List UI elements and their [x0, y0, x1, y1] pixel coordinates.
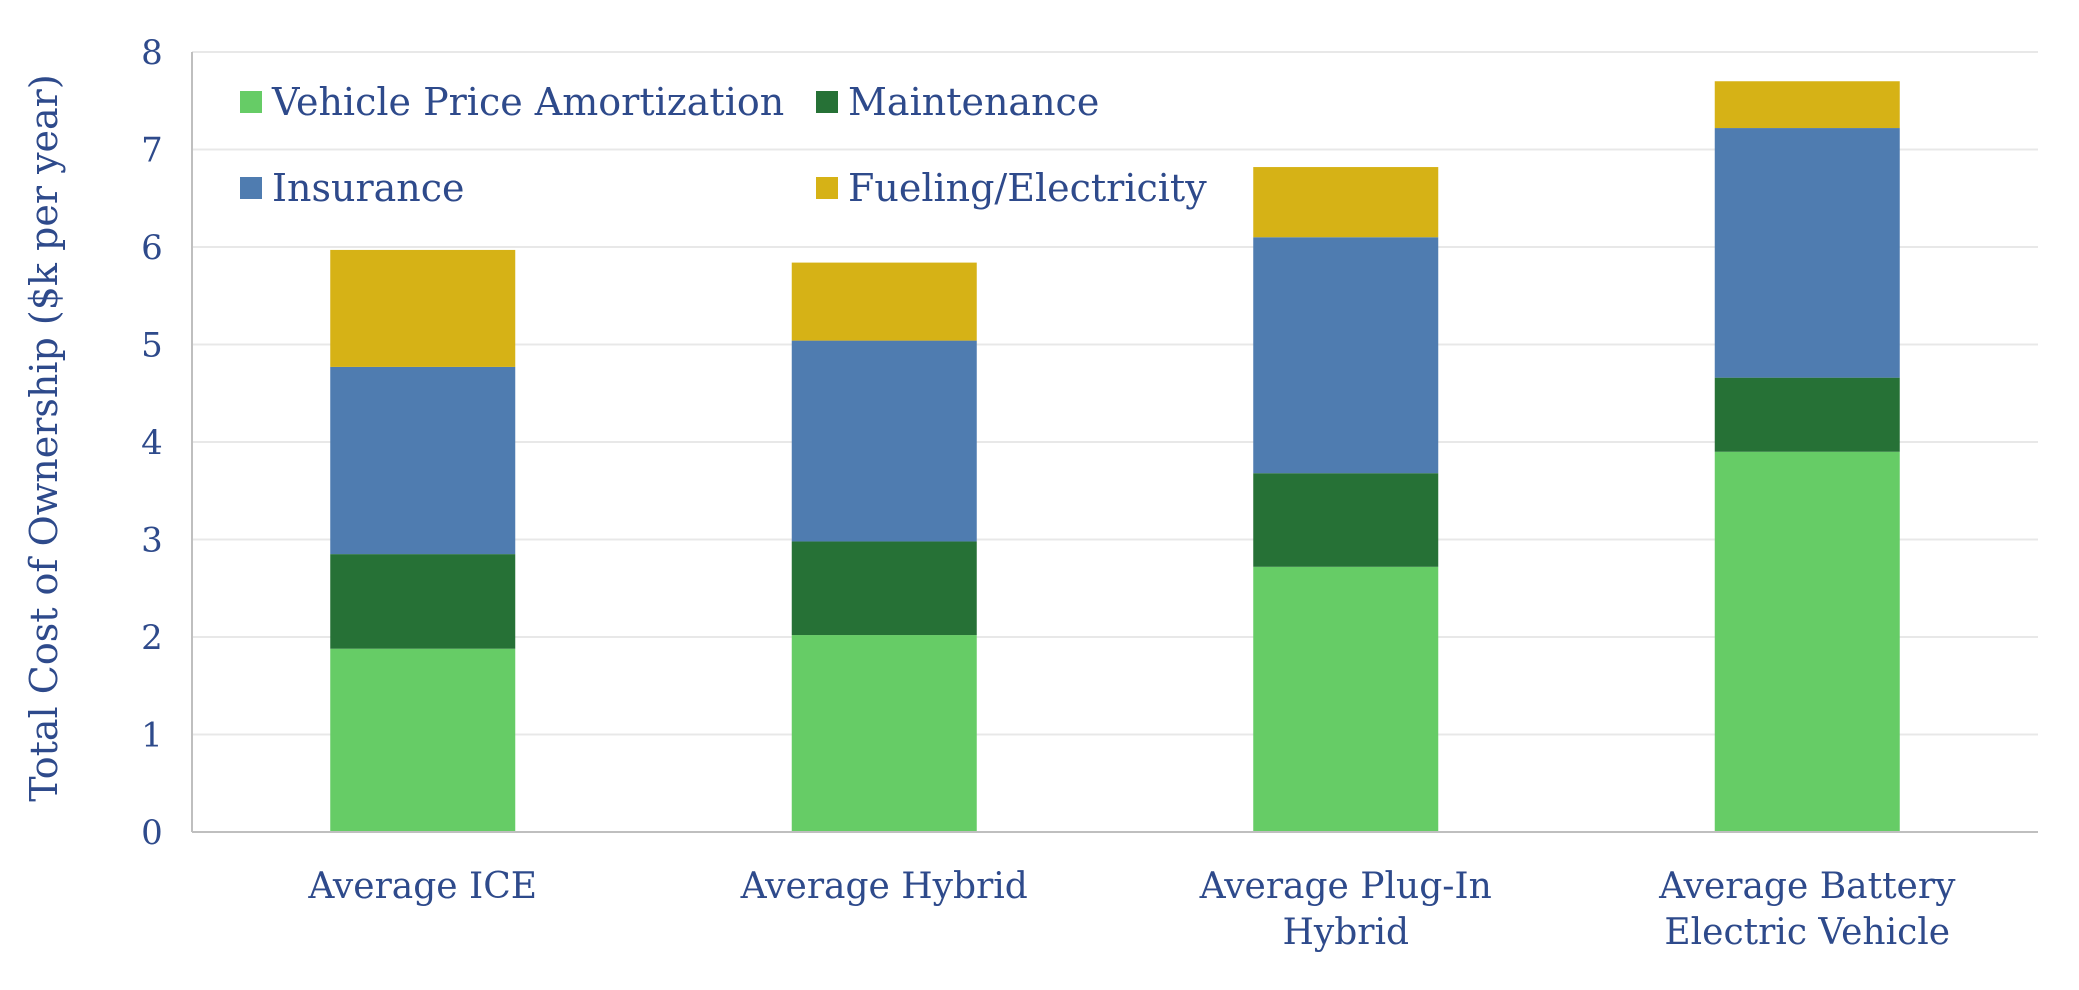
bars — [330, 81, 1900, 832]
bar-segment — [791, 541, 977, 636]
y-axis-title: Total Cost of Ownership ($k per year) — [22, 74, 66, 801]
legend-label: Fueling/Electricity — [848, 166, 1207, 210]
y-tick-label: 4 — [141, 423, 163, 463]
x-category-labels: Average ICE Average Hybrid Average Plug-In… — [307, 866, 1956, 953]
bar-segment — [1714, 81, 1900, 129]
bar-segment — [791, 635, 977, 832]
y-tick-label: 0 — [141, 813, 163, 853]
y-tick-label: 1 — [141, 716, 163, 756]
y-tick-label: 2 — [141, 618, 163, 658]
x-category-label: Electric Vehicle — [1664, 912, 1950, 953]
bar-segment — [330, 648, 516, 832]
y-tick-label: 7 — [141, 131, 163, 171]
bar-segment — [330, 554, 516, 649]
bar-segment — [1714, 128, 1900, 378]
x-category-label: Average Plug-In — [1199, 866, 1492, 907]
y-tick-label: 3 — [141, 521, 163, 561]
bar-segment — [791, 262, 977, 341]
bar-segment — [791, 340, 977, 542]
y-tick-label: 8 — [141, 33, 163, 73]
legend-swatch — [816, 177, 838, 199]
legend-label: Insurance — [272, 166, 465, 210]
bar-segment — [1253, 237, 1439, 474]
bar-segment — [1253, 566, 1439, 832]
axes — [191, 52, 2038, 833]
bar-segment — [330, 366, 516, 555]
bar-segment — [1714, 377, 1900, 452]
y-tick-label: 6 — [141, 228, 163, 268]
x-category-label: Average ICE — [307, 866, 537, 907]
legend-label: Maintenance — [848, 80, 1099, 124]
y-tick-label: 5 — [141, 326, 163, 366]
legend-label: Vehicle Price Amortization — [271, 80, 784, 124]
x-category-label: Average Hybrid — [740, 866, 1028, 907]
legend: Vehicle Price Amortization Maintenance Ins… — [240, 80, 1207, 210]
bar-segment — [1253, 167, 1439, 238]
x-category-label: Hybrid — [1282, 912, 1409, 953]
bar-segment — [1253, 473, 1439, 567]
legend-swatch — [816, 91, 838, 113]
x-category-label: Average Battery — [1658, 866, 1956, 907]
legend-swatch — [240, 91, 262, 113]
y-tick-labels: 0 1 2 3 4 5 6 7 8 — [141, 33, 163, 853]
bar-segment — [330, 249, 516, 367]
bar-segment — [1714, 451, 1900, 832]
legend-swatch — [240, 177, 262, 199]
